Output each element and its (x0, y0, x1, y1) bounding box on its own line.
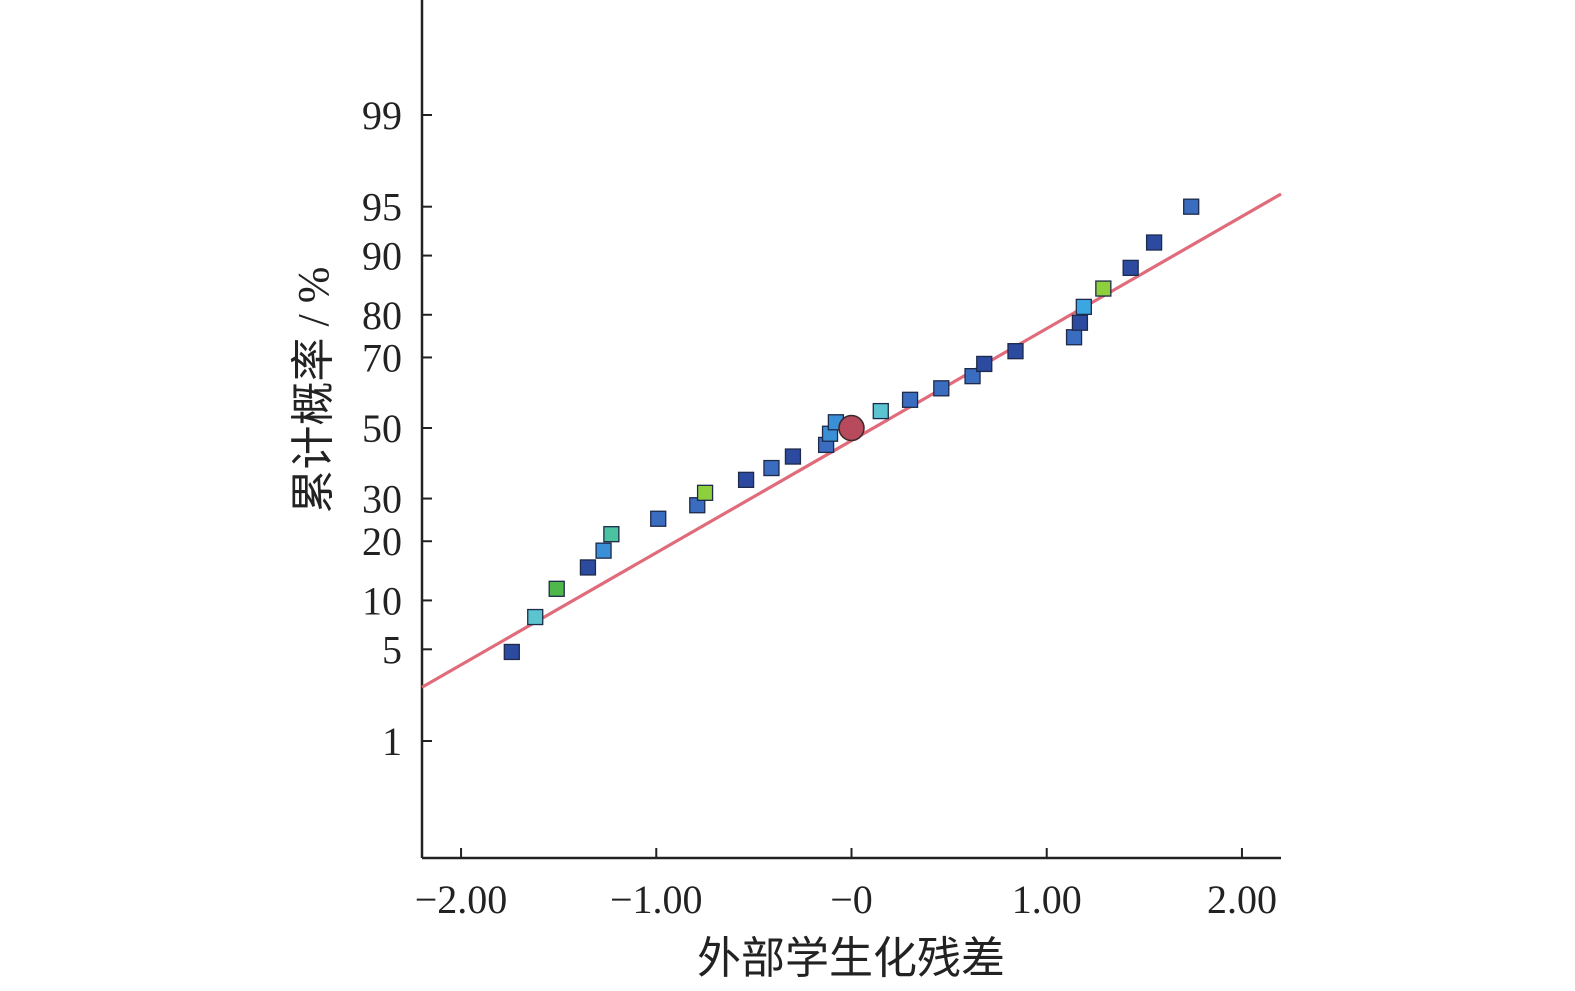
y-tick-label: 20 (362, 519, 402, 564)
data-point (1075, 298, 1092, 316)
data-point (763, 459, 780, 477)
data-point (595, 542, 612, 559)
data-point (784, 448, 802, 465)
y-tick-label: 1 (382, 719, 402, 764)
x-tick-label: −0 (830, 877, 873, 922)
x-tick-label: −2.00 (415, 877, 508, 922)
y-tick-label: 99 (362, 93, 402, 138)
y-tick-label: 90 (362, 234, 402, 279)
data-point (1065, 329, 1083, 346)
data-point (1007, 343, 1024, 360)
data-point (1071, 314, 1089, 331)
data-point (503, 643, 520, 661)
data-point (650, 510, 667, 527)
data-point (696, 484, 714, 501)
x-ticks: −2.00 −1.00 −0 1.00 2.00 (415, 848, 1277, 922)
data-point (1145, 234, 1163, 251)
data-point (1183, 198, 1200, 215)
data-point (527, 608, 544, 626)
x-tick-label: 1.00 (1012, 877, 1082, 922)
y-tick-label: 30 (362, 477, 402, 522)
y-tick-label: 5 (382, 627, 402, 672)
data-point (1122, 259, 1139, 277)
data-points (503, 198, 1200, 661)
y-tick-label: 10 (362, 578, 402, 623)
data-point (737, 471, 755, 488)
x-axis-title: 外部学生化残差 (697, 934, 1005, 983)
data-point (933, 380, 950, 397)
y-tick-label: 80 (362, 293, 402, 338)
data-point (1095, 280, 1112, 297)
x-tick-label: −1.00 (610, 877, 703, 922)
y-tick-label: 50 (362, 406, 402, 451)
data-point (976, 355, 993, 373)
y-tick-label: 95 (362, 185, 402, 230)
data-point-circle (838, 414, 865, 442)
data-point (603, 526, 620, 543)
data-point (872, 402, 889, 420)
data-point (901, 391, 919, 408)
data-point (964, 368, 981, 385)
x-tick-label: 2.00 (1207, 877, 1277, 922)
y-tick-label: 70 (362, 335, 402, 380)
data-point (548, 580, 565, 597)
data-point (579, 559, 597, 576)
y-axis-title: 累计概率 / % (289, 267, 338, 514)
